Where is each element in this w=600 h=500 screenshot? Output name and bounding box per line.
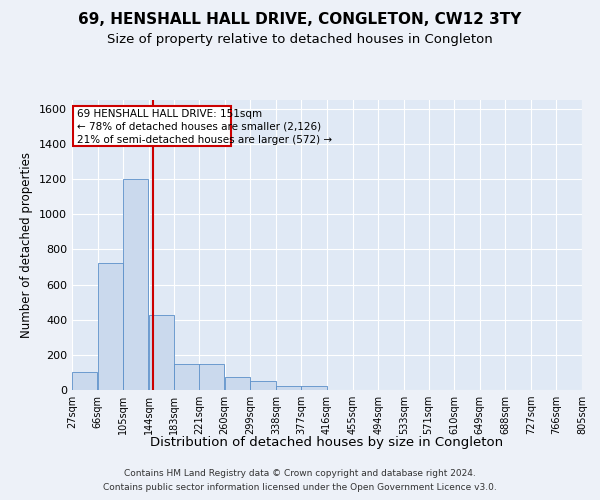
Bar [199,364,224,390]
Text: ← 78% of detached houses are smaller (2,126): ← 78% of detached houses are smaller (2,… [77,122,321,132]
Text: Distribution of detached houses by size in Congleton: Distribution of detached houses by size … [151,436,503,449]
Bar [301,386,326,390]
Text: Contains public sector information licensed under the Open Government Licence v3: Contains public sector information licen… [103,484,497,492]
Bar [149,316,174,390]
Bar [225,377,250,390]
FancyBboxPatch shape [73,106,231,146]
Text: 21% of semi-detached houses are larger (572) →: 21% of semi-detached houses are larger (… [77,135,332,145]
Bar [123,179,148,390]
Bar [250,381,275,390]
Bar [174,364,199,390]
Y-axis label: Number of detached properties: Number of detached properties [20,152,34,338]
Text: Contains HM Land Registry data © Crown copyright and database right 2024.: Contains HM Land Registry data © Crown c… [124,468,476,477]
Bar [72,372,97,390]
Text: Size of property relative to detached houses in Congleton: Size of property relative to detached ho… [107,32,493,46]
Text: 69, HENSHALL HALL DRIVE, CONGLETON, CW12 3TY: 69, HENSHALL HALL DRIVE, CONGLETON, CW12… [79,12,521,28]
Bar [98,262,123,390]
Text: 69 HENSHALL HALL DRIVE: 151sqm: 69 HENSHALL HALL DRIVE: 151sqm [77,108,262,118]
Bar [276,386,301,390]
